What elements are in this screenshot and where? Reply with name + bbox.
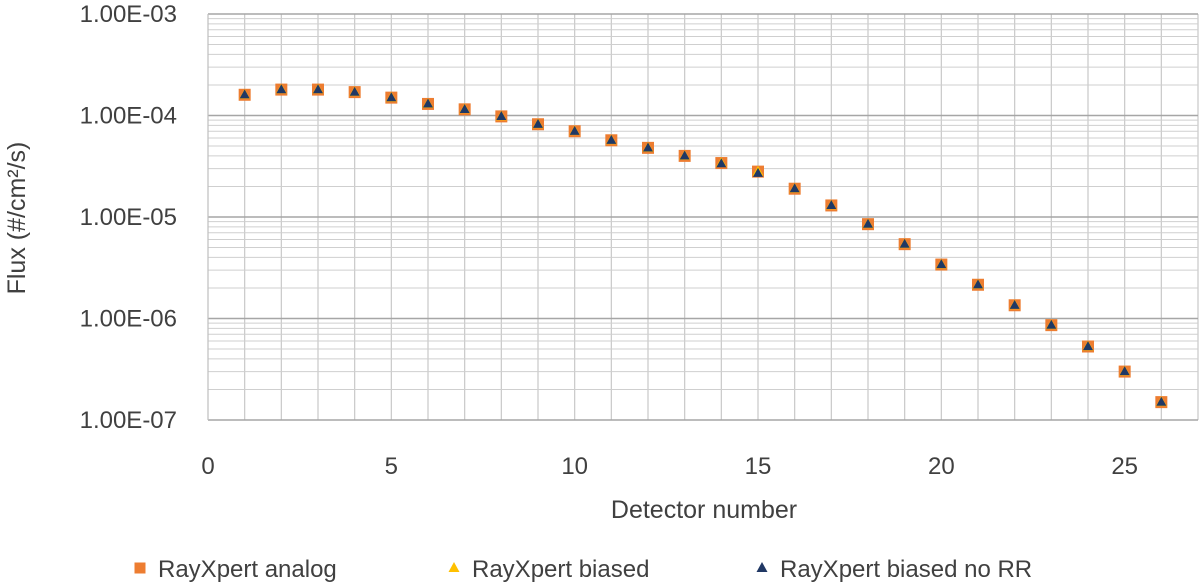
x-tick-label: 20	[928, 453, 955, 480]
data-point	[496, 110, 507, 120]
data-point	[1009, 299, 1020, 309]
data-point	[753, 167, 763, 177]
data-point	[1046, 319, 1057, 329]
x-tick-label: 0	[201, 453, 214, 480]
legend-entry: RayXpert analog	[158, 556, 337, 583]
data-point	[276, 84, 287, 94]
data-point	[349, 86, 360, 96]
x-tick-label: 25	[1111, 453, 1138, 480]
legend-marker	[448, 562, 460, 572]
legend-marker	[134, 562, 146, 574]
data-point	[459, 103, 470, 113]
data-point	[1119, 366, 1130, 376]
x-axis-label: Detector number	[611, 496, 797, 524]
y-tick-label: 1.00E-07	[80, 407, 177, 434]
data-point	[679, 150, 690, 160]
x-axis-ticks: 0 5 10 15 20 25	[201, 453, 1138, 480]
y-tick-label: 1.00E-05	[80, 204, 177, 231]
data-point	[716, 158, 727, 168]
data-point	[899, 238, 910, 248]
data-point	[386, 92, 397, 102]
y-axis-ticks: 1.00E-07 1.00E-06 1.00E-05 1.00E-04 1.00E-03	[80, 1, 177, 434]
data-point	[826, 200, 837, 210]
y-tick-label: 1.00E-06	[80, 306, 177, 333]
data-point	[239, 89, 250, 99]
y-tick-label: 1.00E-03	[80, 1, 177, 28]
data-point	[789, 183, 800, 193]
data-point	[973, 279, 983, 289]
x-tick-label: 10	[561, 453, 588, 480]
x-tick-label: 15	[745, 453, 772, 480]
legend-entry: RayXpert biased	[472, 556, 649, 583]
data-point	[936, 259, 947, 269]
data-point	[863, 218, 873, 228]
data-point	[423, 98, 433, 108]
data-point	[313, 84, 323, 94]
x-tick-label: 5	[385, 453, 398, 480]
legend-entry: RayXpert biased no RR	[780, 556, 1032, 583]
data-point	[1083, 341, 1093, 351]
y-axis-label: Flux (#/cm²/s)	[3, 142, 31, 295]
data-point	[643, 142, 653, 152]
grid	[207, 13, 1199, 421]
y-tick-label: 1.00E-04	[80, 103, 177, 130]
legend: RayXpert analog RayXpert biased RayXpert b…	[134, 556, 1032, 583]
data-point	[606, 134, 617, 144]
data-point	[569, 125, 580, 135]
data-point	[533, 118, 543, 128]
data-points	[238, 83, 1168, 409]
legend-marker	[756, 562, 768, 572]
data-point	[1156, 396, 1167, 406]
